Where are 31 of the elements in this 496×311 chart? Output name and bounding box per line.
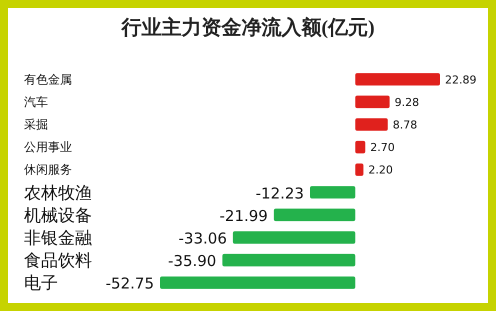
y-tick-label: 汽车	[24, 94, 48, 109]
data-label: 8.78	[392, 118, 418, 132]
y-tick-label: 非银金融	[24, 228, 92, 248]
y-tick-label: 食品饮料	[24, 251, 92, 272]
y-tick-label: 休闲服务	[24, 162, 72, 177]
bar	[355, 96, 390, 108]
y-tick-label: 有色金属	[24, 72, 72, 86]
y-tick-label: 农林牧渔	[24, 183, 92, 204]
data-label: 22.89	[445, 73, 476, 86]
bar	[355, 118, 388, 131]
data-label: -21.99	[220, 206, 268, 225]
data-label: -35.90	[168, 252, 216, 270]
bar	[222, 254, 356, 266]
bar	[232, 231, 356, 244]
data-label: -12.23	[256, 184, 304, 202]
data-label: 2.70	[370, 141, 395, 154]
bar	[355, 73, 440, 86]
y-tick-label: 公用事业	[24, 140, 72, 154]
chart-title: 行业主力资金净流入额(亿元)	[120, 16, 375, 39]
bar	[274, 208, 356, 222]
y-tick-label: 机械设备	[24, 206, 92, 226]
data-label: 2.20	[368, 164, 393, 177]
y-tick-label: 电子	[24, 274, 58, 294]
data-label: 9.28	[394, 96, 420, 109]
y-tick-label: 采掘	[24, 118, 48, 132]
bar	[160, 276, 356, 289]
data-label: -52.75	[106, 274, 154, 293]
data-label: -33.06	[178, 230, 227, 248]
bar	[355, 140, 366, 154]
bar	[355, 163, 364, 176]
bar	[310, 186, 356, 199]
